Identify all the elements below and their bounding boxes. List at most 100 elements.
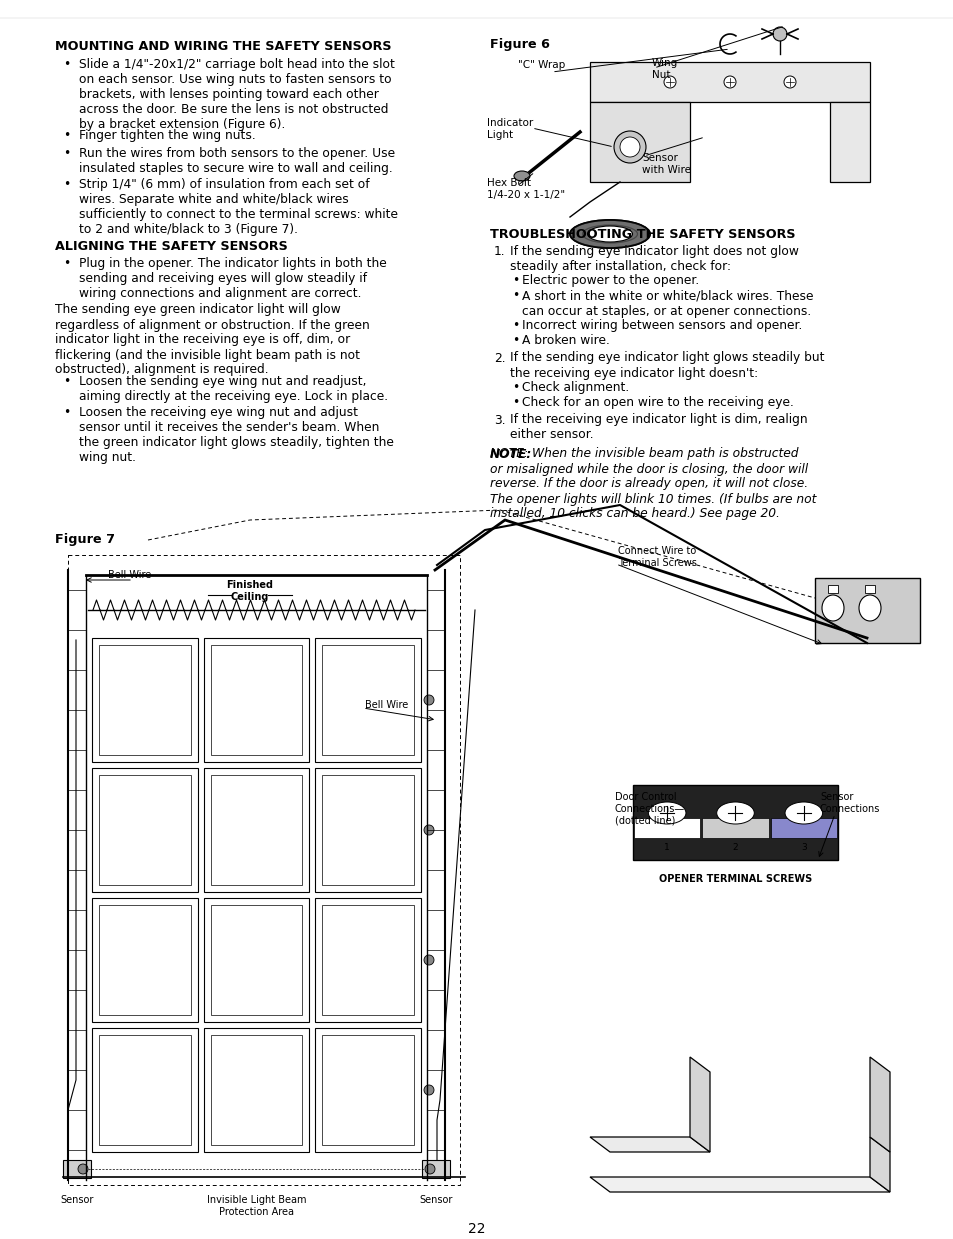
Bar (315, 898, 420, 1022)
Bar (99, 646, 191, 755)
Text: Sensor: Sensor (60, 1194, 93, 1206)
Bar (63, 1160, 91, 1178)
Bar (99, 776, 191, 885)
Bar (91, 638, 197, 762)
Circle shape (772, 27, 786, 41)
Text: Strip 1/4" (6 mm) of insulation from each set of
wires. Separate white and white: Strip 1/4" (6 mm) of insulation from eac… (79, 178, 397, 235)
Bar (203, 768, 309, 892)
Bar (322, 1035, 414, 1145)
Text: "C" Wrap: "C" Wrap (517, 59, 565, 69)
Circle shape (423, 695, 434, 705)
Text: Finger tighten the wing nuts.: Finger tighten the wing nuts. (79, 130, 255, 142)
Text: •: • (63, 130, 71, 142)
Bar (864, 585, 874, 593)
Text: •: • (63, 178, 71, 191)
Ellipse shape (587, 225, 632, 242)
Circle shape (723, 76, 735, 88)
Text: Invisible Light Beam
Protection Area: Invisible Light Beam Protection Area (207, 1194, 306, 1217)
Circle shape (663, 76, 676, 88)
Text: •: • (63, 406, 71, 419)
Bar (322, 904, 414, 1015)
Text: •: • (512, 318, 518, 332)
Text: Slide a 1/4"-20x1/2" carriage bolt head into the slot
on each sensor. Use wing n: Slide a 1/4"-20x1/2" carriage bolt head … (79, 58, 395, 131)
Bar (701, 818, 768, 838)
Ellipse shape (569, 221, 649, 248)
Bar (211, 776, 302, 885)
Text: Indicator
Light: Indicator Light (486, 118, 533, 140)
Circle shape (423, 1085, 434, 1095)
Ellipse shape (821, 595, 843, 621)
Text: Connect Wire to
Terminal Screws: Connect Wire to Terminal Screws (618, 546, 696, 567)
Bar (589, 62, 869, 102)
Bar (322, 646, 414, 755)
Polygon shape (869, 1057, 889, 1152)
Bar (589, 102, 689, 182)
Text: A short in the white or white/black wires. These
can occur at staples, or at ope: A short in the white or white/black wire… (521, 290, 813, 317)
Text: Finished
Ceiling: Finished Ceiling (226, 580, 274, 602)
Text: NOTE:: NOTE: (490, 447, 532, 461)
Ellipse shape (648, 802, 685, 824)
Circle shape (614, 131, 645, 164)
Bar (770, 818, 836, 838)
Circle shape (783, 76, 795, 88)
Ellipse shape (514, 171, 530, 181)
Bar (829, 102, 869, 182)
Bar (203, 1028, 309, 1152)
Text: Hex Bolt
1/4-20 x 1-1/2": Hex Bolt 1/4-20 x 1-1/2" (486, 178, 564, 199)
Text: •: • (512, 335, 518, 347)
FancyBboxPatch shape (814, 579, 919, 643)
Text: If the receiving eye indicator light is dim, realign
either sensor.: If the receiving eye indicator light is … (510, 414, 807, 441)
Text: 3: 3 (801, 844, 806, 852)
Text: •: • (63, 256, 71, 270)
Text: •: • (63, 375, 71, 388)
Text: If the sending eye indicator light does not glow
steadily after installation, ch: If the sending eye indicator light does … (510, 245, 798, 273)
Text: Bell Wire: Bell Wire (108, 570, 152, 580)
Text: 2: 2 (732, 844, 738, 852)
Ellipse shape (784, 802, 821, 824)
Text: Bell Wire: Bell Wire (365, 700, 408, 710)
Text: Run the wires from both sensors to the opener. Use
insulated staples to secure w: Run the wires from both sensors to the o… (79, 147, 395, 175)
Circle shape (78, 1163, 88, 1175)
Text: Wing
Nut: Wing Nut (651, 58, 678, 79)
Bar (91, 768, 197, 892)
Polygon shape (869, 1137, 889, 1192)
Text: 1: 1 (663, 844, 669, 852)
Ellipse shape (858, 595, 880, 621)
Text: NOTE: When the invisible beam path is obstructed
or misaligned while the door is: NOTE: When the invisible beam path is ob… (490, 447, 816, 520)
Text: Figure 7: Figure 7 (55, 533, 115, 546)
Text: ALIGNING THE SAFETY SENSORS: ALIGNING THE SAFETY SENSORS (55, 240, 288, 253)
Text: 3.: 3. (494, 414, 505, 426)
Bar (315, 1028, 420, 1152)
Text: •: • (63, 58, 71, 71)
Bar (99, 904, 191, 1015)
Text: The sending eye green indicator light will glow
regardless of alignment or obstr: The sending eye green indicator light wi… (55, 304, 370, 377)
Text: Loosen the sending eye wing nut and readjust,
aiming directly at the receiving e: Loosen the sending eye wing nut and read… (79, 375, 388, 403)
Text: Door Control
Connections—
(dotted line): Door Control Connections— (dotted line) (615, 792, 684, 825)
Bar (633, 786, 837, 860)
Text: If the sending eye indicator light glows steadily but
the receiving eye indicato: If the sending eye indicator light glows… (510, 352, 823, 379)
Polygon shape (689, 1057, 709, 1152)
Bar (315, 768, 420, 892)
Bar (203, 638, 309, 762)
Bar (99, 1035, 191, 1145)
Text: Sensor
with Wire: Sensor with Wire (641, 152, 690, 175)
Text: 1.: 1. (494, 245, 505, 258)
Polygon shape (589, 1137, 709, 1152)
Bar (827, 585, 837, 593)
Bar (634, 818, 700, 838)
Text: Loosen the receiving eye wing nut and adjust
sensor until it receives the sender: Loosen the receiving eye wing nut and ad… (79, 406, 394, 463)
Bar (203, 898, 309, 1022)
Circle shape (423, 825, 434, 835)
Text: TROUBLESHOOTING THE SAFETY SENSORS: TROUBLESHOOTING THE SAFETY SENSORS (490, 228, 795, 242)
Text: MOUNTING AND WIRING THE SAFETY SENSORS: MOUNTING AND WIRING THE SAFETY SENSORS (55, 40, 391, 53)
Text: Plug in the opener. The indicator lights in both the
sending and receiving eyes : Plug in the opener. The indicator lights… (79, 256, 386, 300)
Bar (211, 1035, 302, 1145)
Text: OPENER TERMINAL SCREWS: OPENER TERMINAL SCREWS (659, 873, 811, 883)
Text: •: • (512, 274, 518, 287)
Polygon shape (589, 1177, 889, 1192)
Circle shape (619, 138, 639, 157)
Bar (91, 1028, 197, 1152)
Text: •: • (512, 380, 518, 394)
Text: •: • (63, 147, 71, 160)
Bar (322, 776, 414, 885)
